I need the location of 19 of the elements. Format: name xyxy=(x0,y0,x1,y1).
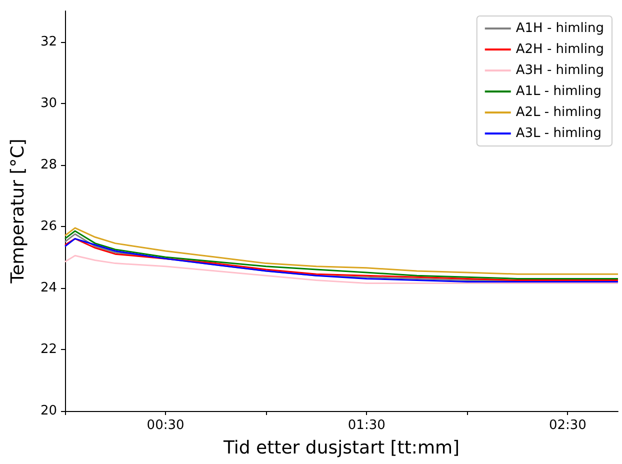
x-axis-title: Tid etter dusjstart [tt:mm] xyxy=(222,438,460,458)
legend-label: A1L - himling xyxy=(516,84,602,99)
line-series xyxy=(64,254,619,284)
y-tick-label: 30 xyxy=(40,96,57,111)
y-tick-label: 28 xyxy=(40,157,57,172)
legend-label: A2H - himling xyxy=(516,42,604,57)
legend-label: A3L - himling xyxy=(516,126,602,141)
x-tick-label: 00:30 xyxy=(146,418,184,433)
y-tick-label: 32 xyxy=(40,34,57,50)
y-tick-label: 26 xyxy=(40,218,57,234)
legend-label: A2L - himling xyxy=(516,105,602,120)
legend-label: A3H - himling xyxy=(516,63,604,78)
y-tick-label: 24 xyxy=(40,280,57,296)
x-tick-label: 02:30 xyxy=(548,418,586,433)
y-tick-label: 22 xyxy=(40,342,57,357)
x-tick-label: 01:30 xyxy=(348,418,386,433)
y-axis-title: Temperatur [°C] xyxy=(8,138,28,284)
y-tick-label: 20 xyxy=(40,404,57,418)
legend-label: A1H - himling xyxy=(516,21,604,36)
